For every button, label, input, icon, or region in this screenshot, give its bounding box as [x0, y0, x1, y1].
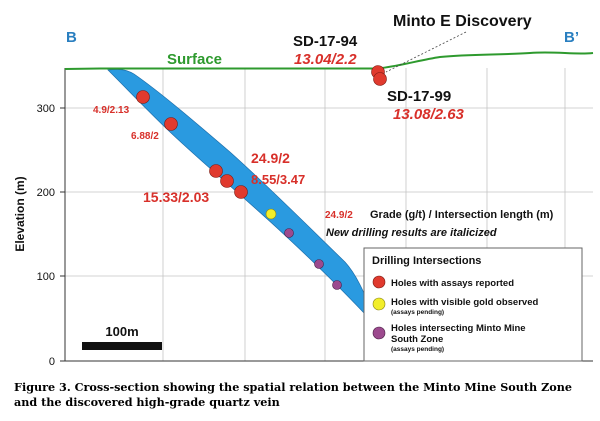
- surface-label: Surface: [167, 51, 222, 68]
- surface-line: [64, 51, 594, 70]
- south-zone-marker: [314, 259, 324, 269]
- intercept-label: 4.9/2.13: [93, 105, 130, 116]
- hole-name-sd-17-94: SD-17-94: [293, 33, 358, 50]
- assay-hole-marker: [234, 185, 248, 199]
- y-tick-label-0: 0: [49, 356, 55, 368]
- south-zone-marker: [284, 228, 294, 238]
- discovery-label: Minto E Discovery: [393, 13, 532, 30]
- legend: Drilling Intersections Holes with assays…: [363, 247, 583, 362]
- intercept-label: 8.55/3.47: [251, 172, 305, 187]
- key-example-value: 24.9/2: [325, 210, 353, 221]
- visible-gold-marker: [265, 208, 277, 220]
- discovery-leader-line: [385, 31, 467, 73]
- y-tick-label-300: 300: [37, 103, 55, 115]
- drill-intersections: [136, 65, 387, 290]
- assay-hole-marker: [136, 90, 150, 104]
- y-tick-label-100: 100: [37, 271, 55, 283]
- legend-visible-gold-label: Holes with visible gold observed: [391, 297, 538, 308]
- legend-box: [363, 247, 583, 362]
- figure-caption: Figure 3. Cross-section showing the spat…: [14, 380, 572, 409]
- assay-hole-marker: [164, 117, 178, 131]
- legend-visible-gold-sub: (assays pending): [391, 309, 444, 316]
- assay-hole-marker: [220, 174, 234, 188]
- legend-south-zone-sub: (assays pending): [391, 346, 444, 353]
- key-note: New drilling results are italicized: [326, 227, 497, 239]
- legend-assay-label: Holes with assays reported: [391, 278, 514, 289]
- hole-result-sd-17-94: 13.04/2.2: [294, 51, 357, 68]
- assay-hole-marker: [373, 72, 387, 86]
- y-ticks: [60, 107, 65, 362]
- legend-south-zone-swatch: [372, 326, 386, 340]
- hole-result-sd-17-99: 13.08/2.63: [393, 106, 465, 123]
- intercept-label: 6.88/2: [131, 131, 159, 142]
- legend-south-zone-label: Holes intersecting Minto Mine: [391, 323, 526, 334]
- scale-bar: [82, 342, 162, 350]
- assay-hole-marker: [209, 164, 223, 178]
- legend-assay-swatch: [372, 275, 386, 289]
- intercept-label: 15.33/2.03: [143, 189, 209, 205]
- legend-title: Drilling Intersections: [372, 255, 481, 267]
- key-description: Grade (g/t) / Intersection length (m): [370, 209, 554, 221]
- y-axis-label: Elevation (m): [13, 176, 27, 251]
- section-end-label: B’: [564, 29, 579, 46]
- legend-visible-gold-swatch: [372, 297, 386, 311]
- hole-name-sd-17-99: SD-17-99: [387, 88, 451, 105]
- scale-bar-label: 100m: [105, 324, 138, 339]
- legend-south-zone-label-line2: South Zone: [391, 334, 443, 345]
- y-tick-label-200: 200: [37, 187, 55, 199]
- section-start-label: B: [66, 29, 77, 46]
- intercept-label: 24.9/2: [251, 150, 290, 166]
- south-zone-marker: [332, 280, 342, 290]
